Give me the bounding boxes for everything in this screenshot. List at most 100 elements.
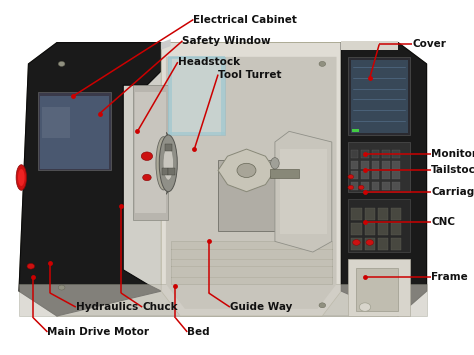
Circle shape — [359, 303, 371, 311]
Circle shape — [58, 285, 65, 290]
Circle shape — [58, 61, 65, 66]
Bar — [351, 238, 362, 250]
Text: Bed: Bed — [187, 327, 210, 337]
Bar — [351, 150, 358, 158]
Bar — [218, 160, 275, 231]
Bar — [135, 92, 166, 213]
Circle shape — [366, 240, 374, 245]
Bar — [133, 85, 168, 220]
Bar — [162, 168, 168, 175]
Text: Carriage: Carriage — [431, 187, 474, 197]
Bar — [382, 150, 390, 158]
Bar — [38, 92, 111, 170]
Bar — [372, 150, 379, 158]
Polygon shape — [19, 43, 427, 316]
Bar — [356, 268, 398, 311]
Text: Safety Window: Safety Window — [182, 36, 271, 46]
Bar — [372, 171, 379, 179]
Ellipse shape — [156, 137, 171, 190]
Text: Cover: Cover — [412, 39, 446, 49]
Bar — [19, 284, 427, 316]
Bar — [365, 238, 375, 250]
Bar — [392, 150, 400, 158]
Bar — [348, 57, 410, 135]
Bar — [378, 208, 388, 220]
Polygon shape — [218, 149, 275, 192]
Text: Hydraulics: Hydraulics — [76, 302, 138, 312]
Bar — [351, 161, 358, 169]
Bar — [168, 56, 225, 59]
Bar — [348, 199, 410, 252]
Circle shape — [143, 174, 151, 181]
Ellipse shape — [154, 131, 173, 195]
Circle shape — [319, 303, 326, 308]
Bar — [382, 182, 390, 190]
Ellipse shape — [18, 169, 25, 186]
Bar — [365, 223, 375, 235]
Bar — [382, 161, 390, 169]
Circle shape — [348, 175, 354, 179]
Bar — [165, 144, 172, 151]
Bar — [171, 241, 332, 284]
Bar — [365, 208, 375, 220]
Bar — [270, 169, 299, 178]
Bar — [341, 41, 398, 50]
Polygon shape — [19, 43, 161, 316]
Bar — [351, 60, 408, 133]
Bar — [168, 57, 172, 135]
Bar — [361, 171, 369, 179]
Bar — [361, 161, 369, 169]
Ellipse shape — [271, 158, 279, 169]
Ellipse shape — [237, 163, 256, 178]
Bar — [372, 161, 379, 169]
Bar — [391, 238, 401, 250]
Text: Headstock: Headstock — [178, 57, 240, 67]
Circle shape — [141, 152, 153, 160]
Circle shape — [358, 185, 364, 190]
Polygon shape — [161, 39, 171, 50]
Bar — [391, 223, 401, 235]
Bar — [372, 182, 379, 190]
Bar — [42, 106, 70, 138]
Text: Tailstock: Tailstock — [431, 165, 474, 175]
Text: Chuck: Chuck — [142, 302, 178, 312]
Text: Main Drive Motor: Main Drive Motor — [47, 327, 149, 337]
Bar — [168, 132, 225, 135]
Bar — [40, 96, 109, 169]
Bar — [348, 142, 410, 192]
Ellipse shape — [16, 165, 27, 190]
Bar — [348, 259, 410, 316]
Bar — [382, 171, 390, 179]
Bar — [392, 161, 400, 169]
Bar — [392, 182, 400, 190]
Text: Monitor: Monitor — [431, 149, 474, 159]
Polygon shape — [341, 43, 427, 316]
Bar — [352, 129, 359, 132]
Circle shape — [353, 240, 360, 245]
Text: Tool Turret: Tool Turret — [218, 70, 282, 80]
Bar — [351, 223, 362, 235]
Bar — [351, 182, 358, 190]
Polygon shape — [161, 43, 341, 316]
Bar — [221, 57, 225, 135]
Polygon shape — [166, 57, 337, 309]
Text: Guide Way: Guide Way — [230, 302, 292, 312]
Bar — [378, 238, 388, 250]
Bar — [361, 182, 369, 190]
Bar — [168, 57, 225, 135]
Text: Frame: Frame — [431, 272, 468, 282]
Bar — [351, 208, 362, 220]
Bar — [351, 171, 358, 179]
Bar — [280, 149, 327, 234]
Text: CNC: CNC — [431, 217, 456, 227]
Text: Electrical Cabinet: Electrical Cabinet — [193, 15, 297, 24]
Ellipse shape — [159, 135, 177, 192]
Circle shape — [319, 61, 326, 66]
Bar — [391, 208, 401, 220]
Polygon shape — [275, 131, 332, 252]
Bar — [168, 168, 175, 175]
Bar — [361, 150, 369, 158]
Ellipse shape — [163, 146, 173, 180]
Bar — [378, 223, 388, 235]
Bar — [392, 171, 400, 179]
